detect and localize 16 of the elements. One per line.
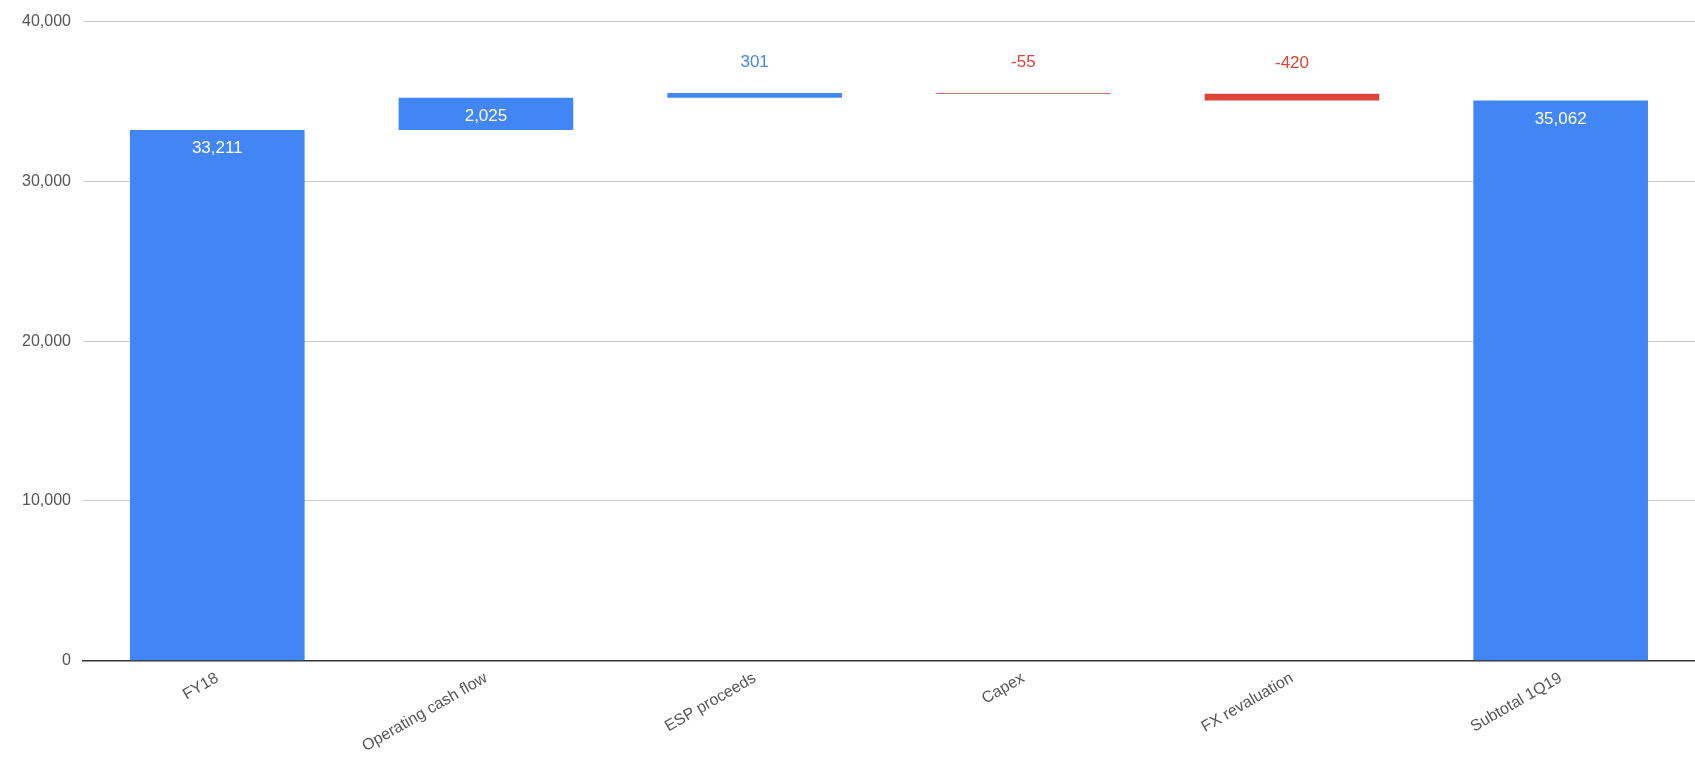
data-label: 301 [740,52,769,72]
data-label: -55 [1011,52,1036,72]
data-label: 35,062 [1534,108,1587,128]
y-tick-label: 40,000 [22,12,72,30]
x-tick-label: FY18 [179,668,222,703]
y-tick-label: 10,000 [22,491,72,509]
y-tick-label: 30,000 [22,171,72,189]
y-tick-label: 0 [62,651,72,669]
bar [129,130,305,661]
bar [1473,100,1648,661]
data-label: 33,211 [191,138,243,158]
bar [667,92,842,98]
data-label: 2,025 [464,105,508,125]
bar [398,97,574,131]
y-tick-label: 20,000 [22,331,72,349]
data-label: -420 [1274,52,1309,72]
